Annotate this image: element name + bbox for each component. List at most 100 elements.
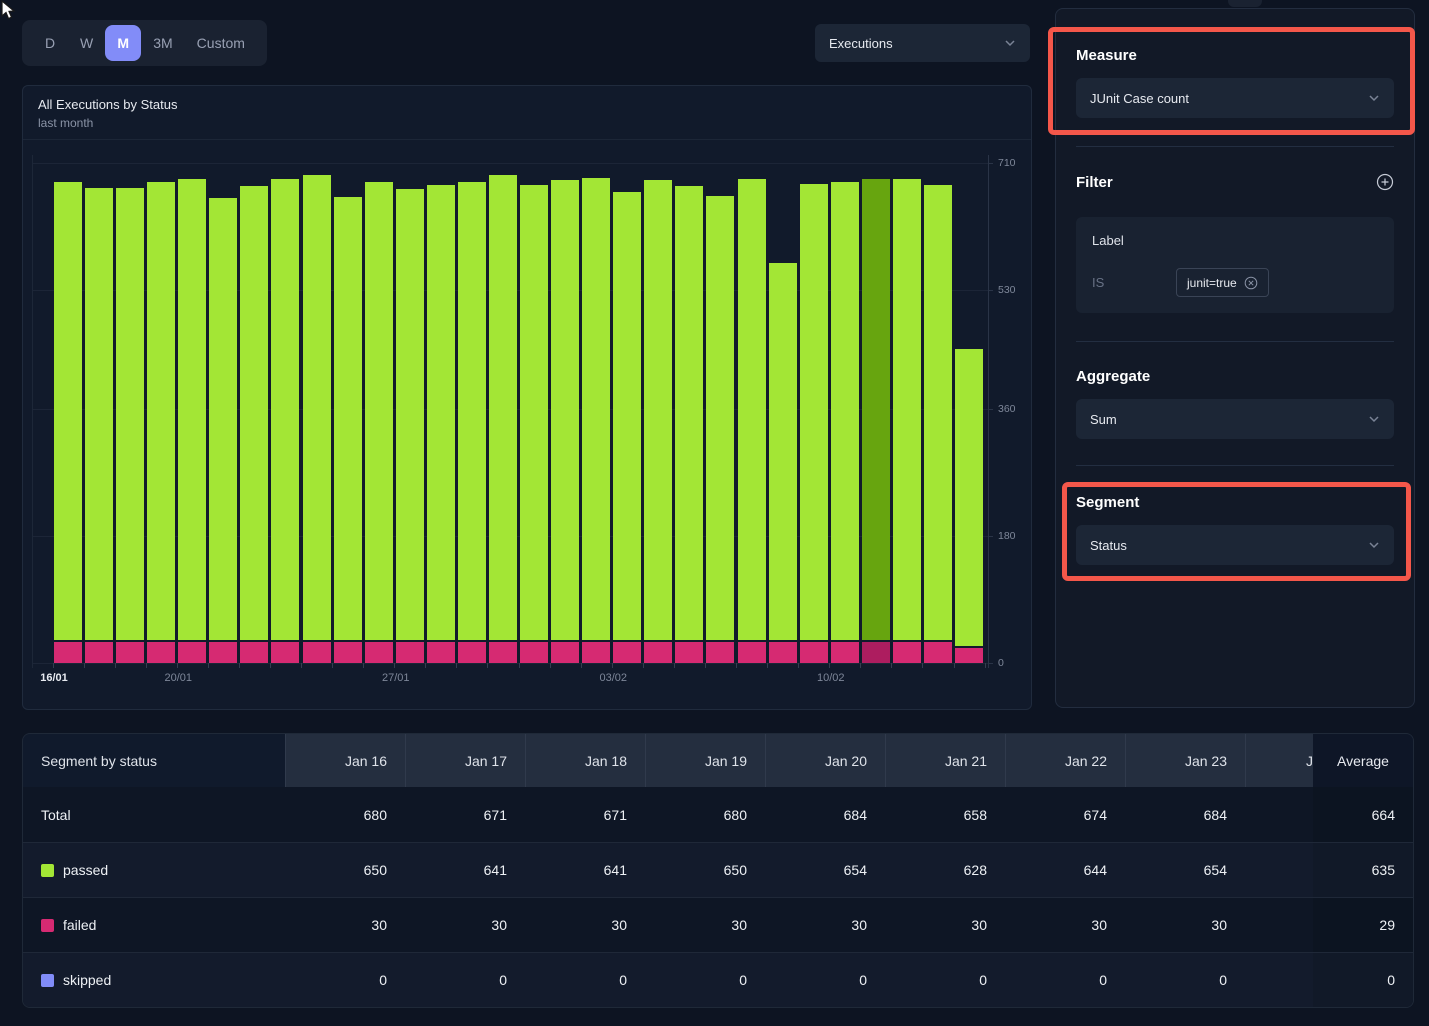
- chart-bar[interactable]: [861, 163, 890, 663]
- table-cell: 641: [603, 862, 627, 878]
- table-cell: 30: [1211, 917, 1227, 933]
- bar-segment-failed: [147, 641, 176, 663]
- filter-operator: IS: [1092, 275, 1105, 290]
- time-range-button-m[interactable]: M: [105, 25, 142, 61]
- bar-segment-failed: [830, 641, 859, 663]
- table-column-header[interactable]: Jan 19: [645, 734, 765, 787]
- table-cell: 0: [1099, 972, 1107, 988]
- chart-bar[interactable]: [737, 163, 766, 663]
- bar-segment-failed: [737, 641, 766, 663]
- table-column-header[interactable]: Jan 18: [525, 734, 645, 787]
- aggregate-dropdown[interactable]: Sum: [1076, 399, 1394, 439]
- chart-bar[interactable]: [675, 163, 704, 663]
- x-axis-tick: [83, 663, 85, 668]
- table-column-header[interactable]: Jan 21: [885, 734, 1005, 787]
- x-axis-label: 27/01: [382, 672, 410, 684]
- table-column-header[interactable]: Jan 16: [285, 734, 405, 787]
- x-axis-tick: [704, 663, 706, 668]
- bar-segment-passed: [644, 180, 673, 640]
- left-axis-line: [32, 155, 33, 668]
- chart-bar[interactable]: [395, 163, 424, 663]
- bar-segment-passed: [364, 182, 393, 640]
- bar-segment-passed: [520, 184, 549, 640]
- remove-chip-icon[interactable]: [1244, 276, 1258, 290]
- table-cell: 0: [979, 972, 987, 988]
- table-column-header[interactable]: Jan 22: [1005, 734, 1125, 787]
- table-cell: 30: [491, 917, 507, 933]
- time-range-button-custom[interactable]: Custom: [196, 35, 245, 51]
- bar-segment-failed: [271, 641, 300, 663]
- segment-dropdown-value: Status: [1090, 537, 1127, 553]
- chart-bar[interactable]: [830, 163, 859, 663]
- chart-bar[interactable]: [488, 163, 517, 663]
- filter-value-chip[interactable]: junit=true: [1176, 268, 1269, 297]
- chart-bar[interactable]: [520, 163, 549, 663]
- table-cell: 658: [963, 806, 987, 823]
- table-column-header[interactable]: Jan 23: [1125, 734, 1245, 787]
- chart-bar[interactable]: [209, 163, 238, 663]
- chart-bar[interactable]: [892, 163, 921, 663]
- table-average-header[interactable]: Average: [1313, 734, 1413, 787]
- bar-segment-failed: [364, 641, 393, 663]
- table-cell: 650: [723, 862, 747, 878]
- bar-segment-failed: [520, 641, 549, 663]
- table-column-header[interactable]: Jan 17: [405, 734, 525, 787]
- y-axis-label: 710: [998, 157, 1016, 169]
- table-cell-clipped: [1245, 898, 1315, 952]
- x-axis-tick: [301, 663, 303, 668]
- y-axis-tick: [988, 163, 993, 164]
- chart-bar[interactable]: [923, 163, 952, 663]
- time-range-button-d[interactable]: D: [44, 35, 56, 51]
- x-axis-tick: [891, 663, 893, 668]
- measure-dropdown[interactable]: JUnit Case count: [1076, 78, 1394, 118]
- table-cell-clipped: [1245, 787, 1315, 842]
- bar-segment-passed: [799, 183, 828, 640]
- y-axis-label: 360: [998, 403, 1016, 416]
- bar-segment-failed: [551, 641, 580, 663]
- chart-bar[interactable]: [426, 163, 455, 663]
- table-cell: 0: [859, 972, 867, 988]
- table-column-header[interactable]: Jan 20: [765, 734, 885, 787]
- chevron-down-icon: [1369, 416, 1379, 423]
- chart-bar[interactable]: [582, 163, 611, 663]
- table-row: Total 680 671 671 680 684 658 674 684 664: [23, 787, 1413, 842]
- chevron-down-icon: [1005, 40, 1015, 47]
- time-range-button-3m[interactable]: 3M: [153, 35, 173, 51]
- add-filter-icon[interactable]: [1376, 173, 1394, 191]
- legend-swatch-passed: [41, 863, 54, 877]
- time-range-button-w[interactable]: W: [80, 35, 94, 51]
- bar-segment-failed: [457, 641, 486, 663]
- chart-bar[interactable]: [706, 163, 735, 663]
- chart-bar[interactable]: [116, 163, 145, 663]
- table-cell: 684: [843, 806, 867, 823]
- chart-bar[interactable]: [364, 163, 393, 663]
- chart-bar[interactable]: [613, 163, 642, 663]
- chart-bar[interactable]: [457, 163, 486, 663]
- chart-bar[interactable]: [178, 163, 207, 663]
- chart-bar[interactable]: [955, 163, 984, 663]
- entity-dropdown[interactable]: Executions: [815, 24, 1030, 62]
- bar-segment-passed: [551, 180, 580, 640]
- table-cell: 30: [731, 917, 747, 933]
- chart-bar[interactable]: [302, 163, 331, 663]
- chart-bar[interactable]: [551, 163, 580, 663]
- gridline: [32, 163, 988, 164]
- chart-bar[interactable]: [85, 163, 114, 663]
- chart-bar[interactable]: [54, 163, 82, 663]
- chart-bar[interactable]: [644, 163, 673, 663]
- bar-segment-failed: [955, 647, 984, 663]
- table-cell: 0: [1219, 972, 1227, 988]
- y-axis-tick: [988, 289, 993, 291]
- chart-bar[interactable]: [333, 163, 362, 663]
- chart-bar[interactable]: [271, 163, 300, 663]
- chart-bar[interactable]: [240, 163, 269, 663]
- table-cell: 0: [379, 972, 387, 988]
- chart-bar[interactable]: [799, 163, 828, 663]
- table-average-cell: 664: [1313, 787, 1413, 842]
- table-cell: 684: [1203, 806, 1227, 823]
- x-axis-label: 10/02: [816, 672, 845, 684]
- segment-dropdown[interactable]: Status: [1076, 525, 1394, 565]
- chart-bar[interactable]: [768, 163, 797, 663]
- chart-bar[interactable]: [147, 163, 176, 663]
- row-label-passed: passed: [23, 843, 285, 897]
